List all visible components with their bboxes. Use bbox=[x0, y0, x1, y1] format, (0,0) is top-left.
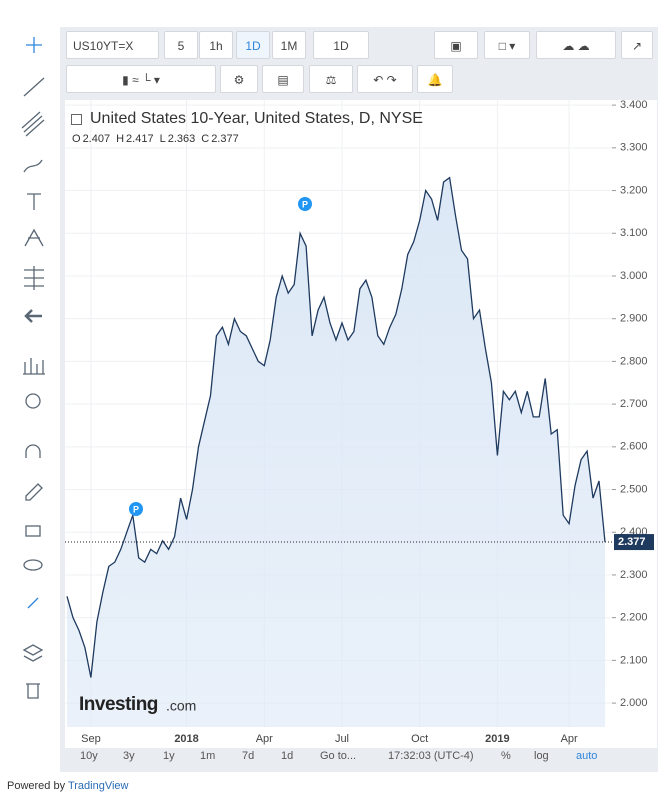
chart-type-buttons[interactable]: ▮ ≈ └ ▾ bbox=[66, 65, 216, 93]
interval-button[interactable]: 1D bbox=[313, 31, 369, 59]
unlock-tool[interactable] bbox=[25, 525, 41, 537]
x-tick-label: Sep bbox=[81, 733, 101, 745]
x-tick-label: Oct bbox=[411, 733, 428, 745]
zoom-bars[interactable] bbox=[23, 358, 45, 375]
y-tick-label: 3.100 bbox=[620, 227, 648, 239]
cloud-buttons[interactable]: ☁ ☁ bbox=[536, 31, 616, 59]
compare-button[interactable]: ⚖ bbox=[309, 65, 353, 93]
annotation-marker bbox=[298, 197, 312, 211]
x-tick-label: Jul bbox=[335, 733, 349, 745]
footer-link[interactable]: TradingView bbox=[67, 780, 129, 792]
annotation-label: P bbox=[302, 199, 308, 209]
y-tick-label: 2.300 bbox=[620, 569, 648, 581]
logo-name: Investing bbox=[79, 694, 158, 715]
measure-tool[interactable] bbox=[24, 266, 44, 290]
ohlc-key: H bbox=[116, 133, 125, 145]
text-tool[interactable] bbox=[27, 193, 41, 210]
plot: 2.0002.1002.2002.3002.4002.5002.6002.700… bbox=[65, 99, 654, 745]
range-button[interactable]: 1y bbox=[163, 750, 175, 762]
ohlc-key: O bbox=[72, 133, 81, 145]
drawing-toolbar bbox=[21, 37, 45, 699]
y-tick-label: 2.100 bbox=[620, 654, 648, 666]
logo-suffix: .com bbox=[166, 698, 196, 714]
time-axis bbox=[65, 727, 657, 748]
ohlc-value: 2.407 bbox=[82, 133, 111, 145]
scale-option[interactable]: % bbox=[501, 750, 511, 762]
x-tick-label: 2018 bbox=[174, 733, 198, 745]
range-button[interactable]: 7d bbox=[242, 750, 255, 762]
trash-tool[interactable] bbox=[26, 683, 40, 699]
range-button[interactable]: 1m bbox=[200, 750, 216, 762]
ohlc-value: 2.363 bbox=[167, 133, 196, 145]
scale-option[interactable]: log bbox=[534, 750, 549, 762]
y-tick-label: 3.300 bbox=[620, 142, 648, 154]
y-tick-label: 2.900 bbox=[620, 313, 648, 325]
interval-button[interactable]: 1D bbox=[236, 31, 270, 59]
visibility-tool[interactable] bbox=[23, 559, 43, 571]
y-tick-label: 2.000 bbox=[620, 697, 648, 709]
x-tick-label: Apr bbox=[561, 733, 578, 745]
pattern-tool[interactable] bbox=[24, 228, 44, 247]
indicators-button[interactable]: ▤ bbox=[262, 65, 304, 93]
y-tick-label: 3.400 bbox=[620, 99, 648, 111]
interval-button[interactable]: 5 bbox=[164, 31, 198, 59]
collapse-button[interactable] bbox=[71, 114, 82, 125]
ohlc-value: 2.377 bbox=[211, 133, 239, 145]
last-price-label: 2.377 bbox=[618, 536, 646, 548]
y-tick-label: 3.200 bbox=[620, 184, 648, 196]
fullscreen-button[interactable]: ↗ bbox=[621, 31, 653, 59]
last-price-box bbox=[614, 534, 654, 551]
crosshair-tool[interactable] bbox=[26, 37, 42, 53]
link-tool[interactable] bbox=[27, 597, 39, 609]
area bbox=[67, 177, 605, 727]
legend-title: United States 10-Year, United States, D,… bbox=[90, 110, 423, 127]
ohlc-row: O 2.407 H 2.417 L 2.363 C 2.377 bbox=[72, 133, 245, 145]
price-axis bbox=[612, 100, 657, 727]
footer-prefix: Powered by bbox=[7, 780, 66, 792]
lock-draw-tool[interactable] bbox=[25, 483, 43, 501]
interval-button[interactable]: 1h bbox=[199, 31, 233, 59]
magnet-tool[interactable] bbox=[25, 444, 41, 458]
ohlc-key: C bbox=[201, 133, 210, 145]
y-tick-label: 2.600 bbox=[620, 441, 648, 453]
y-tick-label: 2.700 bbox=[620, 398, 648, 410]
brush-tool[interactable] bbox=[23, 159, 43, 173]
range-button[interactable]: 1d bbox=[281, 750, 294, 762]
y-tick-label: 2.500 bbox=[620, 483, 648, 495]
ohlc-value: 2.417 bbox=[126, 133, 154, 145]
screenshot-button[interactable]: ▣ bbox=[434, 31, 478, 59]
pitchfork-tool[interactable] bbox=[21, 111, 45, 137]
y-tick-label: 2.200 bbox=[620, 612, 648, 624]
back-arrow[interactable] bbox=[24, 309, 42, 323]
ohlc-key: L bbox=[159, 133, 166, 145]
color-button[interactable]: □ ▾ bbox=[484, 31, 530, 59]
interval-button[interactable]: 1M bbox=[272, 31, 306, 59]
settings-button[interactable]: ⚙ bbox=[220, 65, 258, 93]
layers-tool[interactable] bbox=[22, 644, 44, 662]
y-tick-label: 2.800 bbox=[620, 355, 648, 367]
undo-redo-buttons[interactable]: ↶ ↷ bbox=[357, 65, 413, 93]
footer: Powered by TradingView bbox=[7, 780, 129, 792]
range-button[interactable]: 10y bbox=[80, 750, 98, 762]
zoom-tool[interactable] bbox=[25, 393, 41, 409]
clock: 17:32:03 (UTC-4) bbox=[388, 750, 474, 762]
x-tick-label: 2019 bbox=[485, 733, 509, 745]
range-button[interactable]: 3y bbox=[123, 750, 135, 762]
alert-button[interactable]: 🔔 bbox=[417, 65, 453, 93]
x-tick-label: Apr bbox=[256, 733, 273, 745]
y-tick-label: 3.000 bbox=[620, 270, 648, 282]
annotation-label: P bbox=[133, 504, 139, 514]
goto-button[interactable]: Go to... bbox=[320, 750, 357, 762]
scale-option[interactable]: auto bbox=[576, 750, 598, 762]
annotation-marker bbox=[129, 502, 143, 516]
trendline-tool[interactable] bbox=[23, 77, 45, 97]
symbol-input[interactable]: US10YT=X bbox=[66, 31, 159, 59]
line bbox=[66, 176, 606, 678]
